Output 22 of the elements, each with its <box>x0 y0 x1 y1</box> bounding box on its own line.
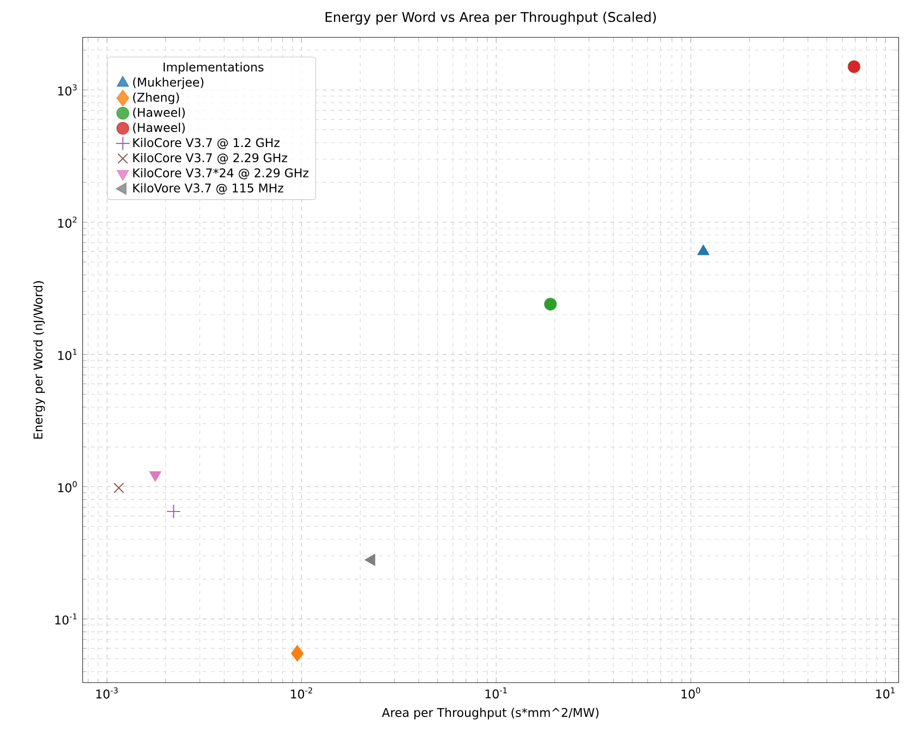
x-tick-label: 10$^{1}$ <box>876 687 894 698</box>
legend-title: Implementations <box>164 62 264 74</box>
legend-label: KiloCore V3.7*24 @ 2.29 GHz <box>133 168 308 180</box>
x-tick-label: 10$^{-3}$ <box>96 687 118 699</box>
x-tick-label: 10$^{-1}$ <box>486 687 507 698</box>
y-tick-label: 10$^{1}$ <box>58 348 77 360</box>
x-axis-title: Area per Throughput (s*mm^2/MW) <box>382 708 598 720</box>
legend-label: KiloVore V3.7 @ 115 MHz <box>133 183 284 194</box>
legend-label: (Haweel) <box>133 122 185 134</box>
x-tick-label: 10$^{0}$ <box>682 687 700 699</box>
y-tick-label: 10$^{2}$ <box>58 216 76 228</box>
legend-label: KiloCore V3.7 @ 1.2 GHz <box>133 138 280 150</box>
chart-title: Energy per Word vs Area per Throughput (Scaled) <box>326 12 656 25</box>
y-axis-title: Energy per Word (nJ/Word) <box>33 281 45 439</box>
y-tick-label: 10$^{-1}$ <box>55 613 77 625</box>
x-tick-label: 10$^{-2}$ <box>290 687 312 699</box>
legend-label: (Mukherjee) <box>133 77 204 90</box>
legend-label: KiloCore V3.7 @ 2.29 GHz <box>133 152 288 164</box>
legend-label: (Zheng) <box>133 92 179 104</box>
legend-label: (Haweel) <box>133 108 185 118</box>
y-tick-label: 10$^{0}$ <box>58 481 77 492</box>
y-tick-label: 10$^{3}$ <box>58 84 77 96</box>
